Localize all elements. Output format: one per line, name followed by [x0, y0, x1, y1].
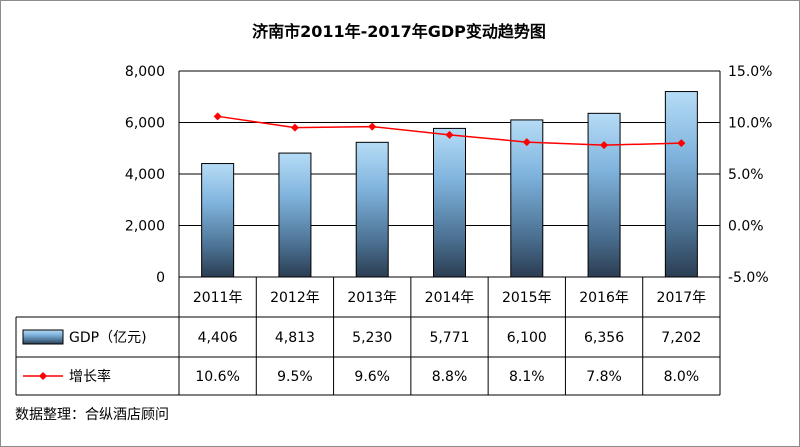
growth-point	[677, 139, 686, 148]
growth-point	[600, 141, 609, 150]
gdp-value-label: 6,356	[584, 330, 624, 346]
left-tick-label: 0	[156, 270, 165, 286]
gdp-bar	[664, 91, 698, 278]
gdp-value-label: 5,230	[352, 330, 392, 346]
left-tick-label: 8,000	[125, 64, 165, 80]
category-label: 2014年	[425, 290, 475, 306]
category-label: 2013年	[347, 290, 397, 306]
category-label: 2017年	[657, 290, 707, 306]
gdp-value-label: 4,813	[275, 330, 315, 346]
bar-series	[201, 91, 698, 278]
gdp-value-label: 5,771	[429, 330, 469, 346]
gdp-legend-label: GDP（亿元)	[69, 330, 147, 346]
growth-value-label: 10.6%	[195, 369, 239, 385]
growth-value-label: 8.8%	[432, 369, 468, 385]
growth-legend-label: 增长率	[69, 368, 111, 385]
growth-point	[445, 130, 454, 139]
category-label: 2012年	[270, 290, 320, 306]
gdp-value-label: 7,202	[661, 330, 701, 346]
category-label: 2015年	[502, 290, 552, 306]
gdp-bar	[201, 163, 235, 278]
gdp-value-label: 6,100	[507, 330, 547, 346]
growth-legend-marker	[39, 372, 47, 380]
growth-value-label: 7.8%	[586, 369, 622, 385]
right-tick-label: 15.0%	[728, 64, 772, 80]
source-note: 数据整理：合纵酒店顾问	[15, 407, 169, 423]
growth-point	[522, 138, 531, 147]
right-tick-label: 10.0%	[728, 116, 772, 132]
category-label: 2011年	[193, 290, 243, 306]
left-axis: 0 2,000 4,000 6,000 8,000	[125, 64, 165, 286]
gdp-bar	[587, 112, 621, 278]
growth-point	[368, 122, 377, 131]
right-tick-label: 0.0%	[728, 219, 764, 235]
gdp-bar	[355, 141, 389, 278]
left-tick-label: 4,000	[125, 167, 165, 183]
growth-value-label: 9.6%	[354, 369, 390, 385]
growth-line-series	[213, 112, 686, 150]
right-axis: -5.0% 0.0% 5.0% 10.0% 15.0%	[728, 64, 772, 286]
right-tick-label: 5.0%	[728, 167, 764, 183]
left-tick-label: 2,000	[125, 219, 165, 235]
growth-value-label: 8.0%	[664, 369, 700, 385]
gdp-bar	[278, 152, 312, 278]
growth-point	[213, 112, 222, 121]
growth-value-label: 9.5%	[277, 369, 313, 385]
gdp-legend-swatch	[22, 329, 64, 345]
category-label: 2016年	[579, 290, 629, 306]
data-table: 2011年 2012年 2013年 2014年 2015年 2016年 2017年 GDP（亿…	[15, 276, 721, 396]
growth-point	[290, 123, 299, 132]
growth-value-label: 8.1%	[509, 369, 545, 385]
chart-title: 济南市2011年-2017年GDP变动趋势图	[252, 22, 546, 41]
gdp-bar	[433, 127, 466, 278]
gdp-value-label: 4,406	[198, 330, 238, 346]
left-tick-label: 6,000	[125, 116, 165, 132]
right-tick-label: -5.0%	[728, 270, 769, 286]
